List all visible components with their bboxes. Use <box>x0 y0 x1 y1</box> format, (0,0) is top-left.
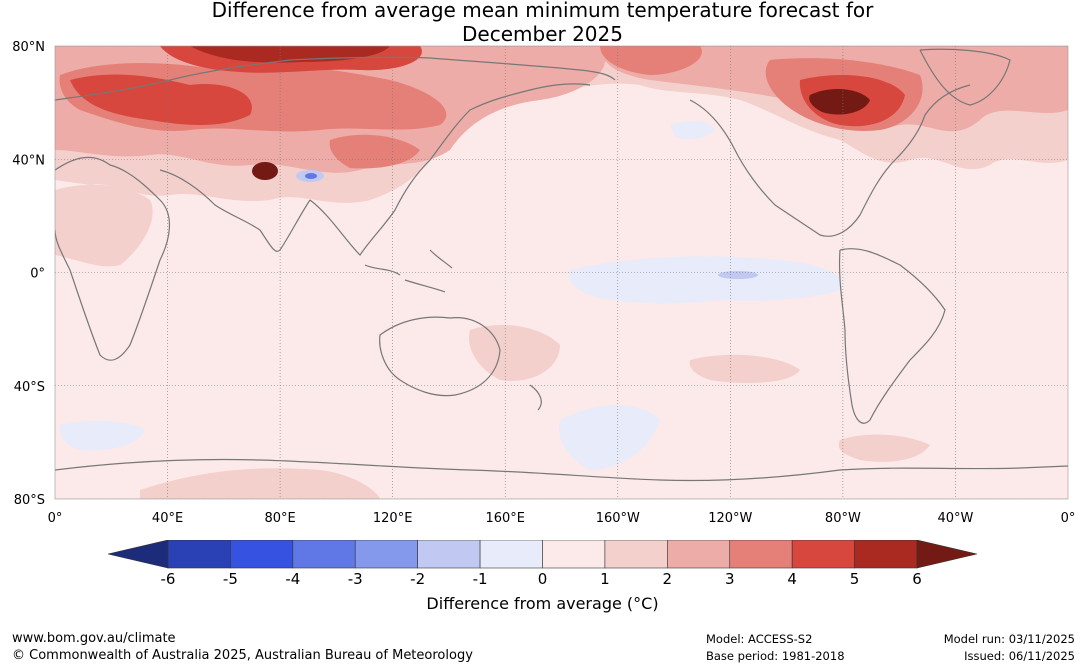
footer-left: www.bom.gov.au/climate © Commonwealth of… <box>12 630 473 664</box>
colorbar-tick-label: -1 <box>473 570 488 588</box>
colorbar-segment <box>292 540 356 569</box>
anomaly-region-africa <box>55 184 153 267</box>
coastline-arabia-india <box>159 169 311 252</box>
coastline-north-america <box>689 84 971 237</box>
axis-labels: 80°N40°N0°40°S80°S0° 40°E 80°E 120°E 160°E 16… <box>12 40 1075 526</box>
colorbar-tick-label: 5 <box>850 570 860 588</box>
anomaly-region-southern-atlantic-cool <box>59 420 145 451</box>
colorbar-segment <box>479 540 543 569</box>
colorbar-segment <box>542 540 606 569</box>
grid-lines <box>55 46 1068 499</box>
anomaly-region-aus-warm <box>469 325 560 381</box>
lat-label: 0° <box>30 267 45 282</box>
lon-label: 120°W <box>708 511 752 526</box>
coastline-australia <box>379 316 501 397</box>
coastline-new-zealand <box>529 384 542 411</box>
lon-label: 80°W <box>825 511 861 526</box>
colorbar-segment <box>791 540 855 569</box>
colorbar-tick-label: 4 <box>787 570 797 588</box>
footer-base-period: Base period: 1981-2018 <box>706 649 845 663</box>
title-line-1: Difference from average mean minimum tem… <box>211 0 874 22</box>
anomaly-region-china-warm <box>329 134 420 169</box>
anomaly-region-so-warm <box>140 468 380 499</box>
footer-dates: Model run: 03/11/2025 Issued: 06/11/2025 <box>944 631 1075 665</box>
footer-issued: Issued: 06/11/2025 <box>964 649 1075 663</box>
lon-label: 0° <box>48 511 63 526</box>
footer-model: Model: ACCESS-S2 <box>706 632 813 646</box>
anomaly-map: 80°N 40°N 0° 40°S 80°S 0° 40°E 80°E 120°E 160°E 16… <box>12 40 1075 526</box>
footer-website[interactable]: www.bom.gov.au/climate <box>12 631 176 646</box>
colorbar-segment <box>729 540 793 569</box>
lon-label: 120°E <box>373 511 413 526</box>
colorbar-tick-label: 3 <box>725 570 735 588</box>
colorbar-tick-label: 0 <box>538 570 548 588</box>
colorbar-segment <box>230 540 294 569</box>
anomaly-region-arctic-warm <box>600 46 702 75</box>
footer-model-run: Model run: 03/11/2025 <box>943 632 1075 646</box>
lon-label: 160°E <box>485 511 525 526</box>
anomaly-region-nino-cool-core <box>718 271 758 279</box>
colorbar-segment <box>604 540 668 569</box>
anomaly-region-sa-warm <box>838 434 930 462</box>
anomaly-region-southern-pacific-cool <box>559 405 660 470</box>
colorbar-tick-label: 6 <box>912 570 922 588</box>
anomaly-region-pac-warm <box>689 354 800 383</box>
colorbar-segment <box>854 540 918 569</box>
lat-label: 40°S <box>14 380 45 395</box>
colorbar-extend-high <box>916 540 978 569</box>
colorbar-segment <box>667 540 731 569</box>
colorbar-extend-low <box>107 540 169 569</box>
lat-label: 80°S <box>14 493 45 508</box>
colorbar-segment <box>354 540 418 569</box>
footer-model-info: Model: ACCESS-S2 Base period: 1981-2018 <box>706 631 845 665</box>
colorbar-label: Difference from average (°C) <box>426 594 659 613</box>
coastline-siberia <box>55 56 616 101</box>
chart-title: Difference from average mean minimum tem… <box>0 0 1085 46</box>
colorbar-tick-label: -5 <box>223 570 238 588</box>
map-frame <box>54 45 1069 500</box>
anomaly-region-north-pacific-cool <box>670 120 715 140</box>
title-line-2: December 2025 <box>462 22 623 46</box>
coastline-antarctica <box>55 458 1068 482</box>
coastline-africa <box>55 156 171 361</box>
coastline-maritime-continent <box>364 249 453 293</box>
anomaly-region-equatorial-pacific-cool <box>568 256 843 304</box>
coastline-south-america <box>838 248 946 424</box>
colorbar-tick-label: 1 <box>600 570 610 588</box>
colorbar: -6 -5 -4 -3 -2 -1 0 1 2 3 4 5 6 <box>0 530 1085 620</box>
coastlines <box>55 48 1068 482</box>
colorbar-tick-label: -4 <box>285 570 300 588</box>
lon-label: 80°E <box>264 511 295 526</box>
colorbar-tick-label: -3 <box>348 570 363 588</box>
coastline-asia <box>309 83 591 256</box>
anomaly-region-siberia-strong <box>70 74 252 125</box>
footer-copyright: © Commonwealth of Australia 2025, Austra… <box>12 648 473 663</box>
lat-label: 80°N <box>12 40 45 55</box>
lon-label: 40°W <box>937 511 973 526</box>
colorbar-tick-label: 2 <box>663 570 673 588</box>
colorbar-tick-label: -6 <box>161 570 176 588</box>
anomaly-region-hudson-intense <box>809 88 870 115</box>
anomaly-region-tibet-warm <box>252 162 278 180</box>
anomaly-region-tibet-cool-core <box>305 173 317 179</box>
colorbar-tick-label: -2 <box>410 570 425 588</box>
lon-label: 160°W <box>596 511 640 526</box>
coastline-greenland <box>919 48 1011 106</box>
lon-label: 40°E <box>152 511 183 526</box>
lon-label: 0° <box>1061 511 1076 526</box>
map-field <box>55 46 1068 499</box>
colorbar-segment <box>417 540 481 569</box>
lat-label: 40°N <box>12 153 45 168</box>
colorbar-segment <box>167 540 231 569</box>
